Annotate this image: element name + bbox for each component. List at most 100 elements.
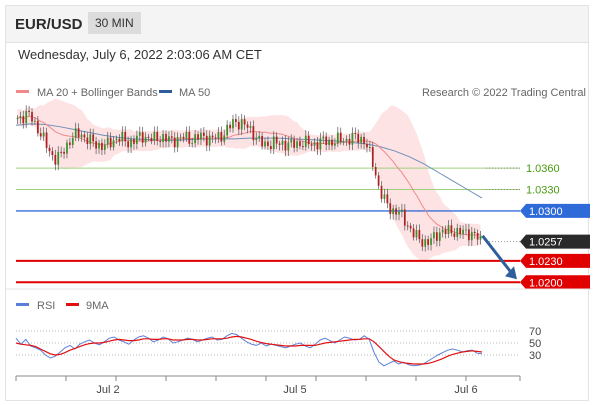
candle-body [156, 131, 159, 141]
candle-body [406, 225, 409, 227]
candle-body [336, 132, 339, 144]
candle-body [371, 147, 374, 167]
candle-body [200, 132, 202, 140]
candlesticks [16, 105, 482, 252]
candle-body [138, 132, 141, 136]
candle-body [191, 143, 194, 145]
candle-body [278, 143, 281, 145]
candle-body [261, 136, 263, 147]
candle-body [144, 136, 147, 143]
candle-body [243, 119, 246, 125]
candle-body [237, 121, 240, 130]
candle-body [444, 229, 447, 235]
candle-body [173, 137, 176, 148]
candle-body [447, 225, 450, 235]
x-tick-label: Jul 2 [96, 384, 119, 396]
candle-body [101, 142, 103, 150]
candle-body [71, 137, 74, 145]
candle-body [345, 138, 348, 142]
candle-body [264, 141, 266, 147]
bollinger-bands [17, 98, 481, 262]
candle-body [141, 132, 144, 143]
candle-body [307, 135, 310, 145]
candle-body [162, 133, 164, 143]
candle-body [220, 132, 223, 142]
candle-body [360, 136, 363, 143]
price-level-tag [520, 253, 590, 268]
candle-body [165, 133, 167, 142]
candle-body [118, 138, 121, 142]
candle-body [310, 144, 313, 146]
legend-label-9ma: 9MA [86, 300, 109, 312]
candle-body [170, 136, 173, 138]
price-level-tag [520, 275, 590, 290]
price-level-tag [520, 203, 590, 218]
candle-body [380, 185, 383, 199]
candle-body [319, 138, 322, 150]
candle-body [240, 119, 243, 130]
candle-body [235, 119, 237, 122]
candle-body [86, 137, 89, 145]
candle-body [418, 230, 421, 240]
candle-body [403, 209, 406, 226]
timeframe-button[interactable]: 30 MIN [88, 12, 141, 34]
candle-body [290, 139, 293, 143]
price-level-label: 1.0300 [529, 206, 563, 218]
chart-svg: MA 20 + Bollinger Bands MA 50 Research ©… [6, 87, 590, 396]
candle-body [389, 203, 392, 215]
x-tick-label: Jul 6 [454, 384, 477, 396]
candle-body [363, 136, 365, 144]
candle-body [205, 135, 208, 146]
candle-body [331, 139, 333, 146]
chart-card: EUR/USD 30 MIN Wednesday, July 6, 2022 2… [5, 5, 590, 401]
candle-body [194, 134, 196, 144]
chart-header-bar: EUR/USD 30 MIN [6, 6, 588, 43]
candle-body [427, 239, 429, 245]
candle-body [112, 140, 115, 148]
candle-body [45, 132, 48, 148]
candle-body [421, 239, 424, 247]
candle-body [246, 124, 249, 128]
candle-body [63, 151, 65, 154]
candle-body [19, 116, 22, 119]
candle-body [83, 134, 86, 138]
x-axis: Jul 2 Jul 5 Jul 6 [15, 375, 521, 396]
candle-body [316, 142, 319, 150]
candle-body [127, 141, 130, 148]
candle-body [42, 132, 45, 137]
candle-body [185, 131, 188, 139]
candle-body [249, 126, 252, 128]
price-level-tags: 1.0360 1.0330 1.0300 1.0257 1.0230 1.0200 [520, 163, 590, 290]
candle-body [284, 140, 287, 151]
candle-body [313, 142, 316, 146]
main-legend: MA 20 + Bollinger Bands MA 50 Research ©… [16, 87, 586, 99]
rsi-9ma-path [15, 335, 483, 365]
candle-body [281, 140, 284, 145]
candle-body [296, 141, 298, 148]
candle-body [150, 137, 153, 142]
candle-body [255, 137, 258, 141]
candle-body [342, 141, 345, 143]
candle-body [383, 194, 386, 199]
candle-body [302, 146, 304, 148]
candle-body [412, 228, 415, 238]
candle-body [95, 141, 97, 149]
candle-body [217, 132, 220, 139]
candle-body [328, 139, 330, 145]
candle-body [267, 141, 269, 147]
candle-body [34, 120, 36, 122]
candle-body [179, 136, 182, 138]
chart-datetime: Wednesday, July 6, 2022 2:03:06 AM CET [18, 47, 262, 62]
legend-swatch-9ma [66, 303, 79, 306]
candle-body [456, 227, 459, 237]
candle-body [103, 144, 106, 150]
candle-body [325, 136, 328, 145]
price-level-label: 1.0230 [529, 256, 563, 268]
candle-body [366, 143, 368, 148]
candle-body [66, 142, 68, 154]
candle-body [395, 208, 397, 215]
forecast-arrow-shaft [481, 234, 513, 274]
candle-body [354, 132, 357, 134]
candle-body [293, 139, 296, 148]
x-tick-label: Jul 5 [283, 384, 306, 396]
